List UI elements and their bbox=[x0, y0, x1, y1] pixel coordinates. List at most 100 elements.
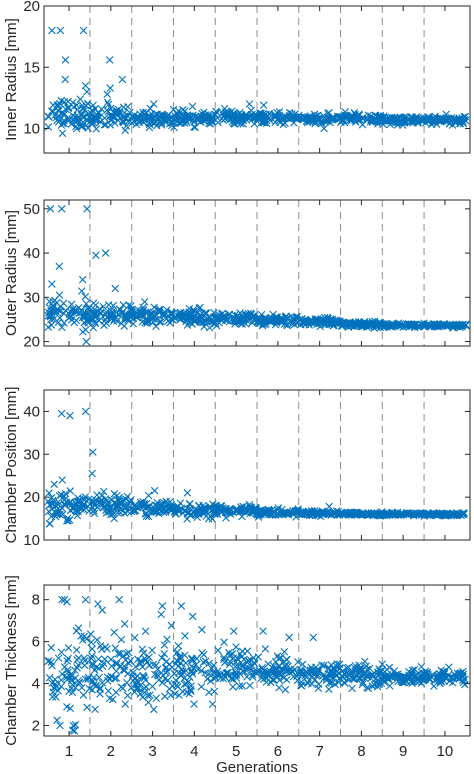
subplot-4: 2 4 6 8 1 2 3 4 5 6 7 8 9 10 Chamber Thickness [mm] Gen… bbox=[3, 575, 471, 774]
data-point bbox=[54, 101, 63, 110]
data-point bbox=[73, 511, 82, 520]
data-point bbox=[89, 308, 98, 317]
data-point bbox=[358, 120, 367, 129]
data-point bbox=[400, 322, 409, 330]
data-point bbox=[54, 318, 63, 327]
data-point bbox=[313, 672, 321, 680]
data-point bbox=[282, 312, 290, 321]
data-point bbox=[382, 116, 391, 125]
data-point bbox=[74, 661, 83, 669]
data-point bbox=[394, 670, 402, 678]
data-point bbox=[442, 115, 451, 124]
data-point bbox=[214, 670, 222, 678]
data-point bbox=[371, 675, 380, 683]
data-point bbox=[61, 56, 70, 64]
data-point bbox=[139, 118, 147, 126]
data-point bbox=[454, 510, 463, 519]
data-point bbox=[160, 112, 169, 120]
data-point bbox=[237, 506, 246, 515]
data-point bbox=[217, 316, 226, 325]
data-point bbox=[45, 673, 54, 682]
data-point bbox=[204, 110, 213, 119]
data-point bbox=[248, 673, 257, 681]
data-point bbox=[103, 98, 112, 107]
data-point bbox=[58, 129, 67, 138]
data-point bbox=[59, 299, 68, 308]
data-point bbox=[131, 506, 140, 515]
data-point bbox=[367, 112, 375, 121]
data-point bbox=[457, 511, 465, 520]
data-point bbox=[188, 669, 197, 678]
data-point bbox=[108, 695, 117, 704]
data-point bbox=[305, 321, 313, 329]
data-point bbox=[205, 323, 214, 332]
data-point bbox=[115, 493, 123, 502]
data-point bbox=[379, 672, 388, 681]
data-point bbox=[98, 679, 106, 687]
data-point bbox=[183, 111, 191, 119]
data-point bbox=[229, 683, 237, 691]
data-point bbox=[231, 320, 239, 328]
data-point bbox=[229, 109, 238, 118]
data-point bbox=[392, 114, 401, 123]
data-point bbox=[143, 317, 152, 326]
data-point bbox=[79, 691, 88, 699]
data-point bbox=[362, 671, 371, 680]
data-point bbox=[305, 317, 314, 326]
data-point bbox=[95, 673, 103, 682]
data-point bbox=[161, 311, 170, 319]
data-point bbox=[115, 595, 123, 604]
data-point bbox=[171, 690, 179, 698]
data-point bbox=[266, 678, 275, 687]
data-point bbox=[444, 671, 453, 680]
y-tick-label: 40 bbox=[23, 403, 40, 420]
data-point bbox=[340, 678, 348, 687]
data-point bbox=[160, 650, 169, 658]
data-point bbox=[116, 505, 125, 513]
data-point bbox=[201, 657, 210, 666]
data-point bbox=[337, 509, 346, 518]
data-point bbox=[140, 297, 149, 306]
x-tick-label: 1 bbox=[65, 743, 73, 760]
data-point bbox=[202, 309, 211, 318]
data-point bbox=[313, 320, 321, 329]
data-point bbox=[328, 116, 336, 124]
data-point bbox=[279, 658, 288, 666]
data-point bbox=[55, 262, 64, 271]
data-point bbox=[125, 659, 133, 668]
data-point bbox=[265, 315, 273, 324]
data-point bbox=[201, 505, 209, 514]
y-axis-label: Outer Radius [mm] bbox=[3, 210, 20, 336]
data-point bbox=[367, 509, 376, 518]
data-point bbox=[169, 105, 178, 114]
data-point bbox=[185, 500, 194, 508]
data-point bbox=[310, 115, 319, 123]
data-point bbox=[78, 683, 86, 692]
data-point bbox=[144, 698, 153, 707]
data-point bbox=[221, 108, 230, 116]
data-point bbox=[44, 657, 52, 666]
data-point bbox=[180, 680, 189, 689]
data-point bbox=[174, 642, 183, 650]
data-point bbox=[54, 509, 62, 518]
data-point bbox=[71, 113, 79, 121]
data-point bbox=[93, 503, 102, 512]
data-point bbox=[259, 627, 267, 635]
data-point bbox=[206, 677, 215, 685]
data-point bbox=[350, 321, 358, 330]
data-point bbox=[243, 673, 251, 681]
data-point bbox=[54, 112, 63, 120]
data-point bbox=[119, 666, 128, 674]
data-point bbox=[226, 651, 235, 659]
data-point bbox=[238, 663, 247, 671]
data-point bbox=[80, 654, 89, 662]
data-point bbox=[261, 313, 269, 322]
data-point bbox=[69, 721, 78, 730]
data-point bbox=[179, 667, 187, 676]
data-point bbox=[114, 649, 123, 658]
data-point bbox=[235, 682, 244, 690]
y-tick-label: 8 bbox=[32, 592, 40, 609]
data-point bbox=[121, 700, 130, 708]
